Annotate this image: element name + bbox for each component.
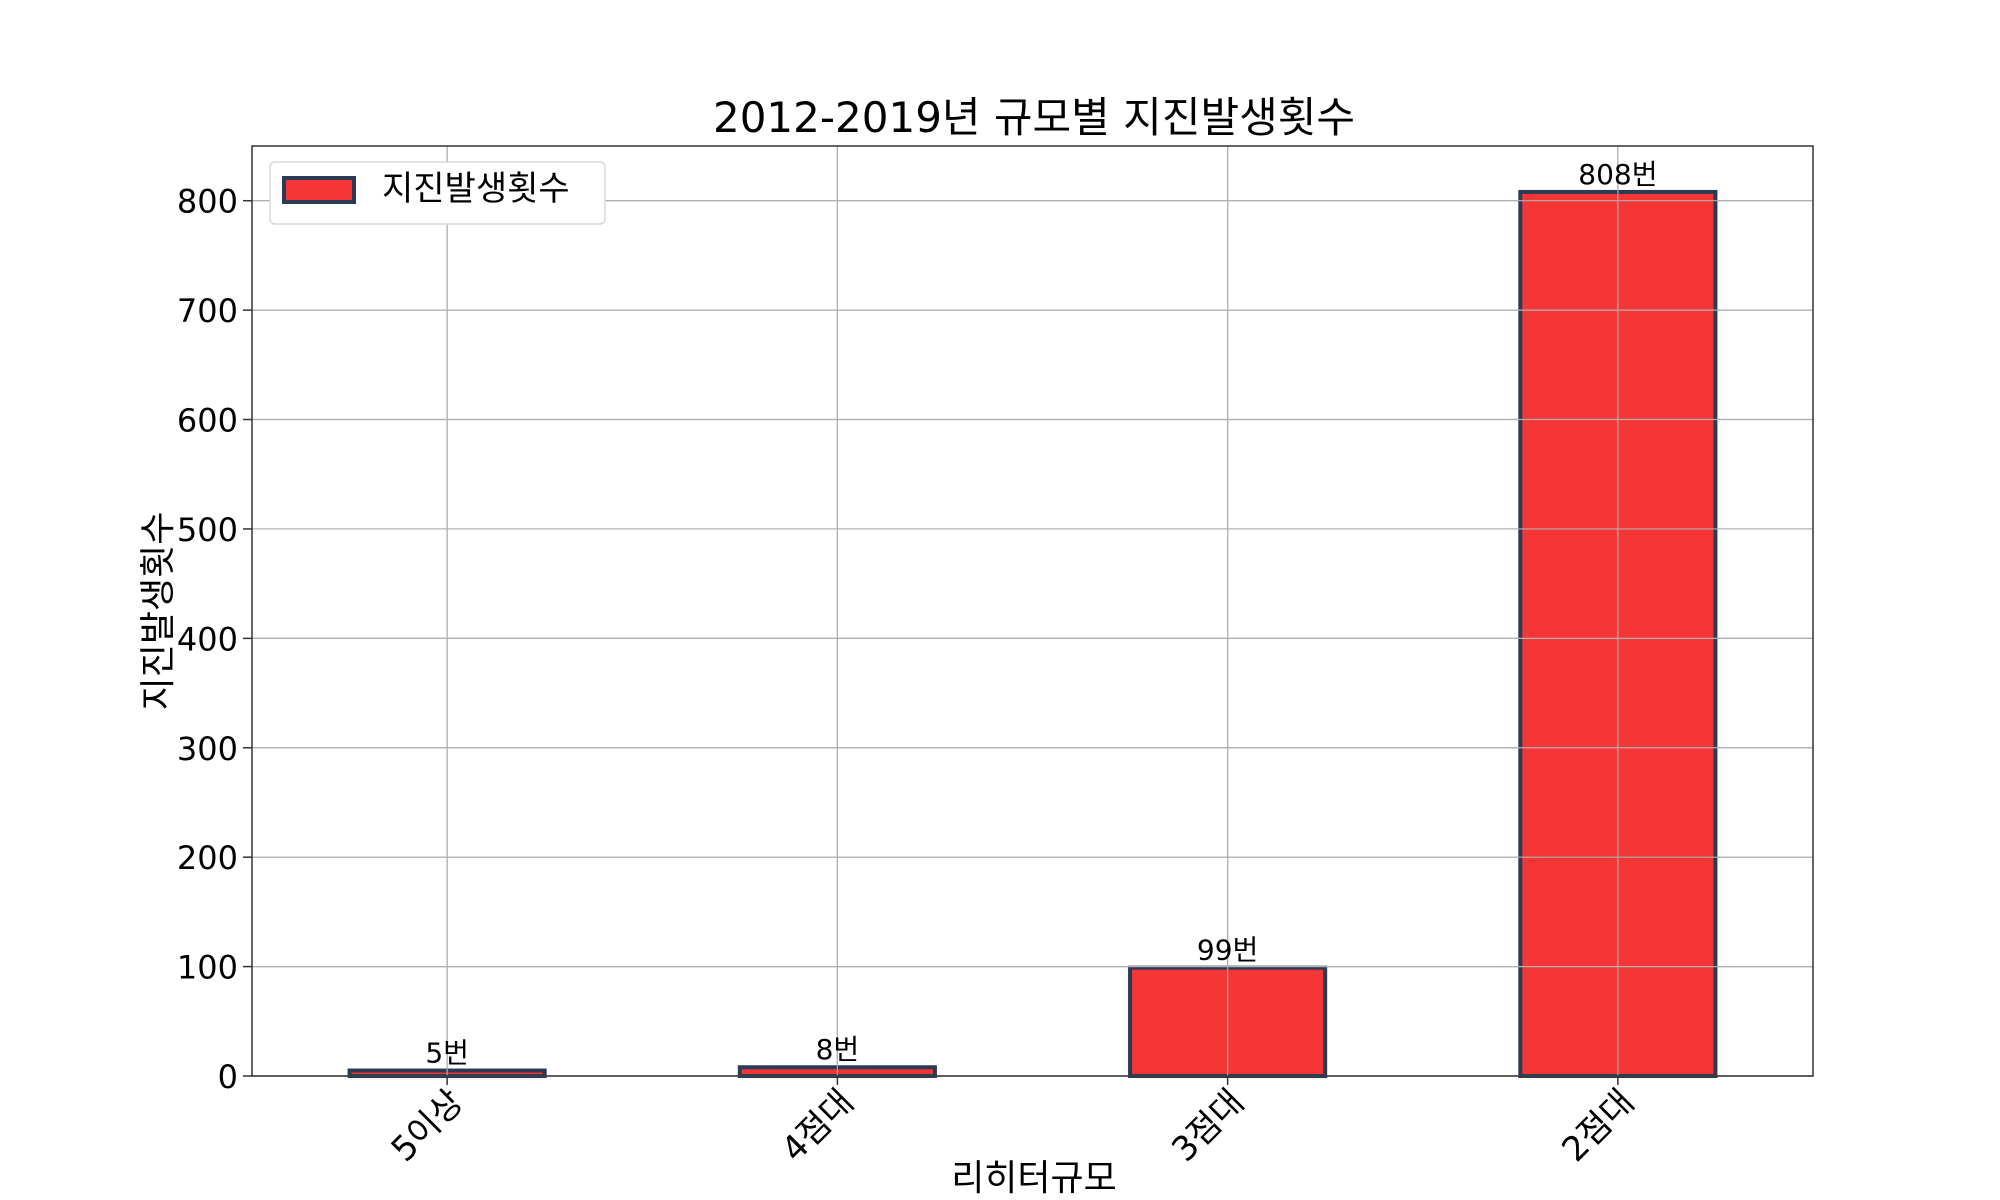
y-tick-label: 100 [177,949,238,987]
y-axis-label: 지진발생횟수 [138,512,179,711]
data-label-3: 808번 [1578,158,1657,191]
legend-series-name: 지진발생횟수 [382,169,570,209]
legend: 지진발생횟수 [269,161,606,225]
y-tick-label: 300 [177,730,238,768]
y-tick-label: 200 [177,839,238,877]
y-axis-ticks: 0 100 200 300 400 500 600 700 800 [177,183,252,1096]
x-axis-label: 리히터규모 [951,1158,1117,1199]
y-tick-label: 800 [177,183,238,221]
y-tick-label: 400 [177,620,238,658]
data-labels: 5번 8번 99번 808번 [425,158,1657,1070]
y-tick-label: 0 [218,1058,238,1096]
data-label-0: 5번 [425,1037,469,1070]
y-tick-label: 600 [177,402,238,440]
chart-title: 2012-2019년 규모별 지진발생횟수 [713,93,1355,142]
plot-area-frame [251,145,1814,1077]
x-tick-label-2: 3점대 [1164,1082,1252,1170]
x-tick-label-3: 2점대 [1554,1082,1642,1170]
x-axis-ticks: 5이상 4점대 3점대 2점대 [384,1076,1642,1170]
x-tick-label-0: 5이상 [384,1082,472,1170]
legend-swatch [282,176,356,204]
bars [347,189,1718,1079]
data-label-1: 8번 [816,1033,860,1066]
y-tick-label: 700 [177,292,238,330]
data-label-2: 99번 [1197,934,1258,967]
x-tick-label-1: 4점대 [774,1082,862,1170]
y-tick-label: 500 [177,511,238,549]
